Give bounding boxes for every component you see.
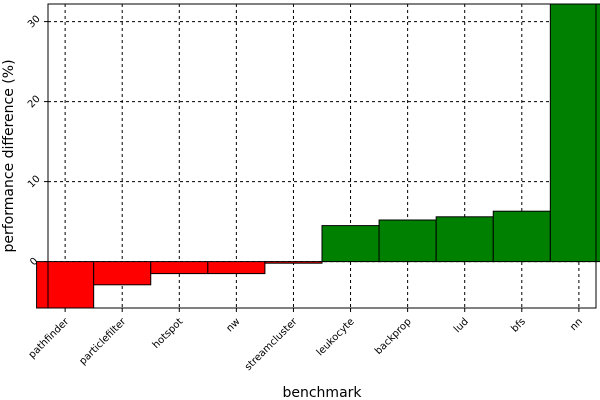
- x-tick-label: streamcluster: [243, 316, 300, 373]
- y-tick-label: 10: [26, 174, 43, 191]
- bar-nw: [207, 261, 266, 275]
- x-tick-label: hotspot: [151, 316, 186, 351]
- bar-hotspot: [150, 261, 209, 275]
- y-axis-label: performance difference (%): [1, 59, 17, 252]
- x-tick-label: nn: [568, 316, 585, 333]
- x-axis-label: benchmark: [282, 385, 362, 400]
- y-tick-label: 30: [26, 14, 43, 31]
- bar-particlefilter: [93, 261, 152, 286]
- bar-pathfinder: [36, 261, 95, 309]
- bars: [36, 3, 600, 309]
- bar-lud: [435, 216, 494, 263]
- bar-nn: [549, 3, 600, 263]
- bar-leukocyte: [321, 225, 380, 263]
- x-tick-label: particlefilter: [77, 316, 129, 368]
- y-tick-label: 20: [26, 94, 43, 111]
- bar-streamcluster: [264, 261, 323, 264]
- x-tick-label: nw: [224, 316, 242, 334]
- bar-backprop: [378, 219, 437, 263]
- x-tick-label: lud: [452, 316, 471, 335]
- x-tick-label: leukocyte: [315, 316, 357, 358]
- x-tick-label: bfs: [509, 316, 527, 334]
- x-axis-ticks: pathfinder particlefilter hotspot nw streamc…: [27, 308, 585, 373]
- x-tick-label: backprop: [373, 316, 414, 357]
- bar-bfs: [492, 210, 551, 263]
- plot-frame: [47, 3, 597, 309]
- x-tick-label: pathfinder: [27, 316, 72, 361]
